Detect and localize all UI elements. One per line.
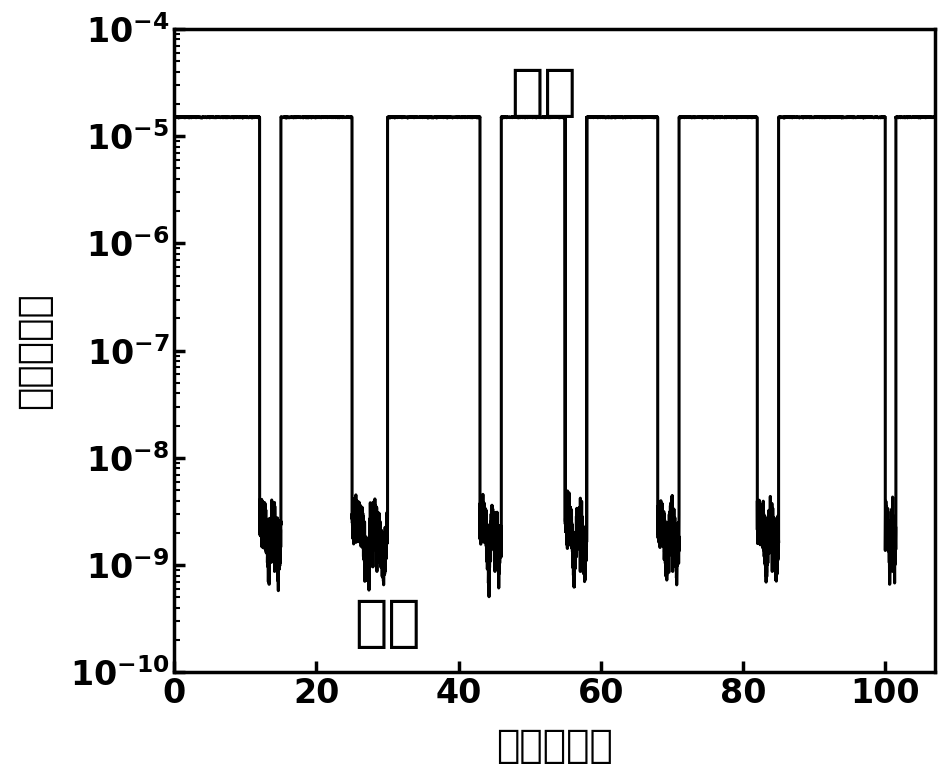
Text: 无光: 无光 bbox=[354, 597, 421, 651]
X-axis label: 电压（伏）: 电压（伏） bbox=[496, 727, 613, 765]
Text: 有光: 有光 bbox=[511, 66, 578, 120]
Y-axis label: 电流（安）: 电流（安） bbox=[15, 292, 53, 410]
